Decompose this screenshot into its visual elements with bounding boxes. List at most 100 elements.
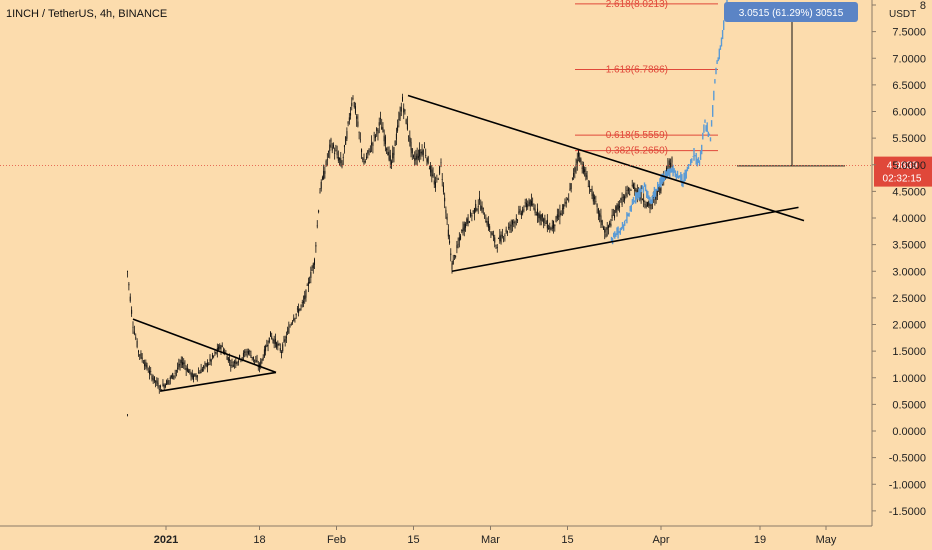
candle-body xyxy=(132,326,134,328)
candle-body xyxy=(573,172,575,177)
candle-body xyxy=(319,192,321,194)
candle-body xyxy=(585,172,587,177)
candle-body xyxy=(283,340,285,342)
y-tick-label: 1.0000 xyxy=(892,373,926,385)
candle-body xyxy=(408,135,410,137)
candle-body xyxy=(274,338,276,344)
candle-body xyxy=(649,204,651,209)
candle-body xyxy=(285,336,287,339)
candle-body xyxy=(195,375,197,378)
candle-body xyxy=(167,380,169,385)
candle-body xyxy=(237,361,239,363)
candle-body xyxy=(420,151,422,154)
candle-body xyxy=(219,344,221,349)
candle-body xyxy=(530,200,532,206)
y-tick-label: 0.5000 xyxy=(892,399,926,411)
candle-body xyxy=(324,170,326,174)
candle-body xyxy=(142,362,144,364)
candle-body xyxy=(534,208,536,214)
candle-body xyxy=(602,227,604,230)
candle-body xyxy=(485,220,487,223)
candle-body xyxy=(545,223,547,224)
candle-body xyxy=(646,202,648,207)
candle-body xyxy=(432,174,434,176)
candle-body xyxy=(461,230,463,232)
candle-body xyxy=(626,190,628,191)
candle-body xyxy=(624,196,626,201)
candle-body xyxy=(326,159,328,161)
candle-body xyxy=(346,131,348,139)
candle-body xyxy=(402,96,403,102)
candle-body xyxy=(157,382,159,388)
candle-body xyxy=(230,364,232,366)
candle-body xyxy=(211,354,213,358)
candle-body xyxy=(141,357,143,359)
candle-body xyxy=(367,150,369,154)
candle-body xyxy=(498,238,500,240)
candle-body xyxy=(371,142,373,146)
candle-body xyxy=(496,247,498,248)
candle-body xyxy=(353,101,355,107)
candle-body xyxy=(487,221,489,228)
candle-body xyxy=(160,385,161,388)
candle-body xyxy=(410,141,412,151)
candle-body xyxy=(310,271,312,278)
candle-body xyxy=(166,380,168,386)
candle-body xyxy=(300,305,302,307)
candle-body xyxy=(309,281,311,283)
candle-body xyxy=(399,112,401,120)
candle-body xyxy=(177,367,179,369)
candle-body xyxy=(653,197,655,199)
candle-body xyxy=(240,359,242,361)
candle-body xyxy=(395,133,397,140)
candle-body xyxy=(388,151,390,160)
candle-body xyxy=(369,150,371,152)
candle-body xyxy=(354,106,356,114)
candle-body xyxy=(400,107,402,112)
candle-body xyxy=(339,158,341,160)
candle-body xyxy=(505,229,507,233)
x-tick-label: 19 xyxy=(754,534,766,546)
candle-body xyxy=(232,364,234,367)
candle-body xyxy=(348,117,350,121)
candle-body xyxy=(383,135,385,142)
candle-body xyxy=(175,370,177,372)
candle-body xyxy=(582,164,584,173)
measurement-tool: 3.0515 (61.29%) 30515 xyxy=(724,2,858,167)
candle-body xyxy=(221,345,223,348)
candle-body xyxy=(315,244,317,247)
candle-body xyxy=(558,215,560,217)
candle-body xyxy=(437,179,439,180)
x-tick-label: Feb xyxy=(327,534,346,546)
candle-body xyxy=(372,142,374,147)
candle-body xyxy=(446,216,448,220)
candle-body xyxy=(640,191,642,200)
candle-body xyxy=(194,373,196,377)
candle-body xyxy=(311,269,313,271)
candle-body xyxy=(329,144,331,151)
candle-body xyxy=(520,212,522,216)
candle-body xyxy=(425,155,427,157)
measure-badge xyxy=(724,2,858,22)
candle-body xyxy=(265,346,267,352)
candle-body xyxy=(129,296,131,302)
candle-body xyxy=(245,353,247,355)
candle-body xyxy=(335,150,337,152)
candle-body xyxy=(330,139,332,142)
candle-body xyxy=(168,380,170,382)
candle-body xyxy=(501,235,503,237)
candle-body xyxy=(386,148,388,151)
candle-body xyxy=(612,214,614,216)
candle-body xyxy=(336,151,338,156)
candle-body xyxy=(473,208,475,214)
y-tick-label: 2.0000 xyxy=(892,320,926,332)
candle-body xyxy=(659,188,661,194)
y-tick-label: 6.5000 xyxy=(892,80,926,92)
unit-label: USDT xyxy=(889,9,916,20)
candle-body xyxy=(292,321,293,323)
y-tick-label: 4.5000 xyxy=(892,186,926,198)
candle-body xyxy=(539,214,541,220)
candle-body xyxy=(151,375,153,380)
